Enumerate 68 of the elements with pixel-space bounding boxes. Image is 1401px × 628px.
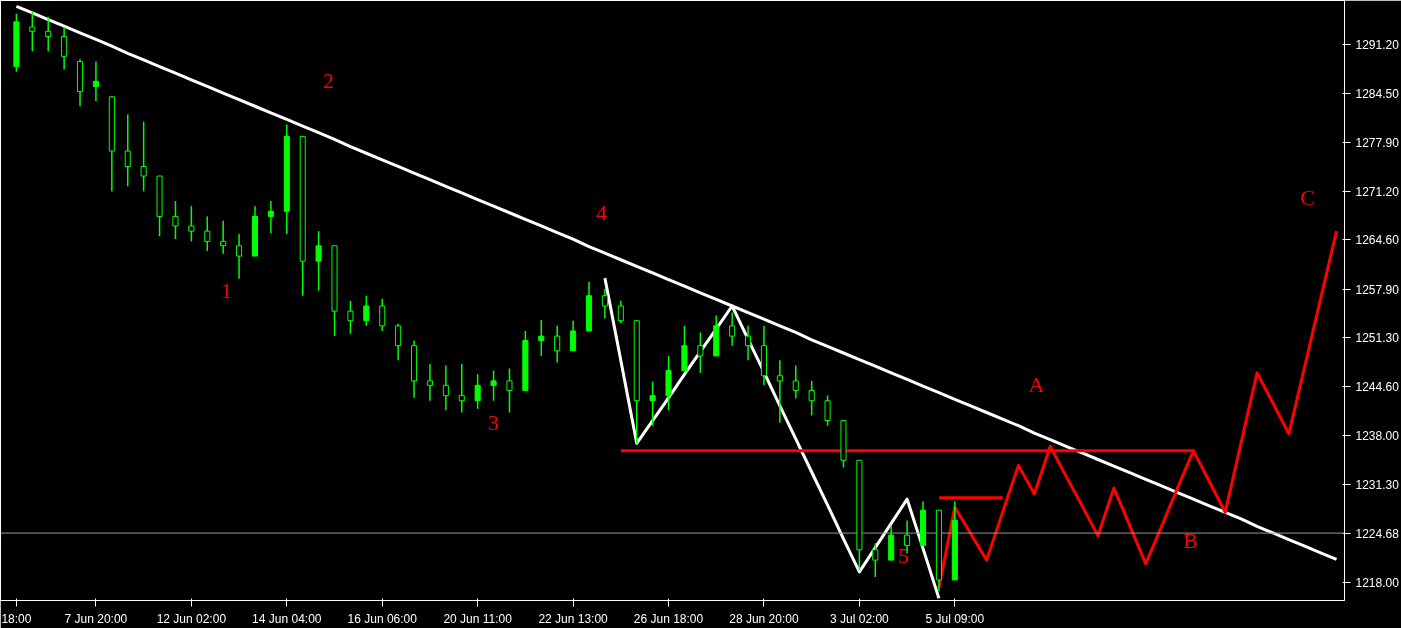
candlestick — [204, 215, 211, 252]
y-tick-label: 1218.00 — [1355, 575, 1400, 590]
candlestick — [124, 113, 131, 188]
candlestick — [315, 230, 322, 292]
annotation: A — [1028, 372, 1045, 397]
candlestick — [474, 373, 481, 410]
y-tick-label: 1257.90 — [1355, 282, 1400, 297]
candlestick — [172, 200, 179, 240]
y-tick-label: 1271.20 — [1355, 184, 1400, 199]
y-tick-label: 1284.50 — [1355, 87, 1400, 102]
candlestick — [458, 363, 465, 414]
candlestick — [872, 542, 879, 578]
candlestick — [697, 331, 704, 374]
y-tick-label: 1231.30 — [1355, 477, 1400, 492]
annotation: 3 — [488, 409, 499, 435]
annotation: 4 — [596, 199, 607, 225]
candlestick — [506, 367, 513, 414]
annotation: B — [1183, 528, 1198, 553]
candlestick — [570, 319, 577, 352]
candlestick — [729, 311, 736, 347]
x-tick-label: 20 Jun 11:00 — [443, 611, 513, 626]
candlestick — [140, 120, 147, 193]
y-tick-label: 1291.20 — [1355, 38, 1400, 53]
annotation: C — [1300, 185, 1315, 210]
annotation: 1 — [221, 277, 232, 303]
y-tick-label: 1264.60 — [1355, 233, 1400, 248]
candlestick — [601, 288, 608, 320]
y-tick-label: 1244.60 — [1355, 380, 1400, 395]
annotation: 5 — [898, 542, 909, 568]
candlestick — [61, 26, 68, 71]
x-tick-label: 14 Jun 04:00 — [252, 611, 322, 626]
x-tick-label: 7 Jun 20:00 — [64, 611, 128, 626]
x-tick-label: 12 Jun 02:00 — [156, 611, 227, 626]
ref-line-label: 1224.68 — [1355, 526, 1400, 541]
candlestick — [188, 205, 195, 243]
candlestick — [745, 325, 752, 362]
x-tick-label: 16 Jun 06:00 — [347, 611, 418, 626]
candlestick — [808, 380, 815, 417]
candlestick — [220, 220, 227, 255]
candlestick — [426, 363, 433, 402]
candlestick — [395, 322, 402, 362]
candlestick — [776, 359, 783, 424]
candlestick — [379, 297, 386, 332]
x-tick-label: 28 Jun 20:00 — [729, 611, 799, 626]
candlestick — [617, 300, 624, 324]
annotation: 2 — [323, 67, 334, 93]
y-tick-label: 1238.00 — [1355, 428, 1400, 443]
candlestick — [490, 369, 497, 402]
candlestick — [236, 233, 243, 280]
y-tick-label: 1251.30 — [1355, 331, 1400, 346]
x-tick-label: 18:00 — [1, 611, 32, 626]
candlestick — [824, 394, 831, 427]
x-tick-label: 26 Jun 18:00 — [633, 611, 704, 626]
candlestick — [538, 319, 545, 357]
candlestick — [649, 380, 656, 427]
candlestick — [29, 10, 36, 52]
candlestick — [792, 364, 799, 400]
candlestick — [554, 325, 561, 364]
candlestick — [442, 364, 449, 412]
candlestick — [347, 300, 354, 335]
candlestick — [45, 15, 52, 52]
candlestick — [267, 200, 274, 235]
x-tick-label: 3 Jul 02:00 — [830, 611, 890, 626]
y-tick-label: 1277.90 — [1355, 135, 1400, 150]
x-tick-label: 22 Jun 13:00 — [538, 611, 609, 626]
x-tick-label: 5 Jul 09:00 — [925, 611, 985, 626]
candlestick — [92, 60, 99, 102]
candlestick — [363, 294, 370, 327]
